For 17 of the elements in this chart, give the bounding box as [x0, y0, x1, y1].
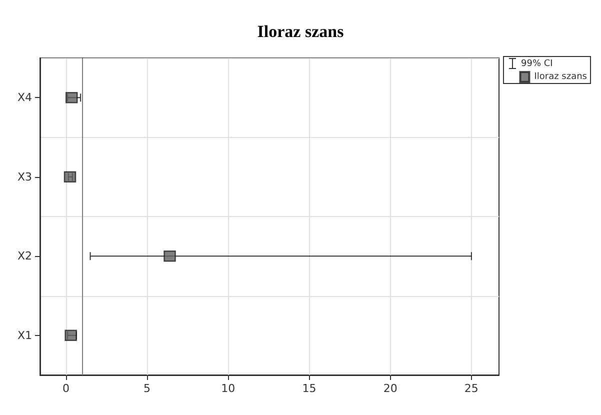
y-tick-label: X3: [17, 170, 32, 184]
text: 99% CI: [521, 58, 553, 68]
y-tick-label: X4: [17, 91, 32, 104]
y-tick-label: X1: [17, 328, 32, 342]
x-tick-label: 10: [221, 382, 236, 395]
x-tick-label: 15: [302, 382, 316, 395]
point: [64, 171, 76, 182]
x-tick-label: 0: [62, 382, 70, 395]
point: [64, 330, 77, 341]
legend-label: Iloraz szans: [534, 72, 588, 82]
point: [66, 92, 78, 104]
point: [164, 250, 176, 262]
x-tick-label: 5: [144, 382, 151, 395]
x-tick-label: 25: [464, 382, 478, 395]
y-tick-label: X2: [17, 250, 32, 263]
x-tick-label: 20: [383, 382, 398, 395]
chart-title: Iloraz szans: [257, 22, 344, 41]
